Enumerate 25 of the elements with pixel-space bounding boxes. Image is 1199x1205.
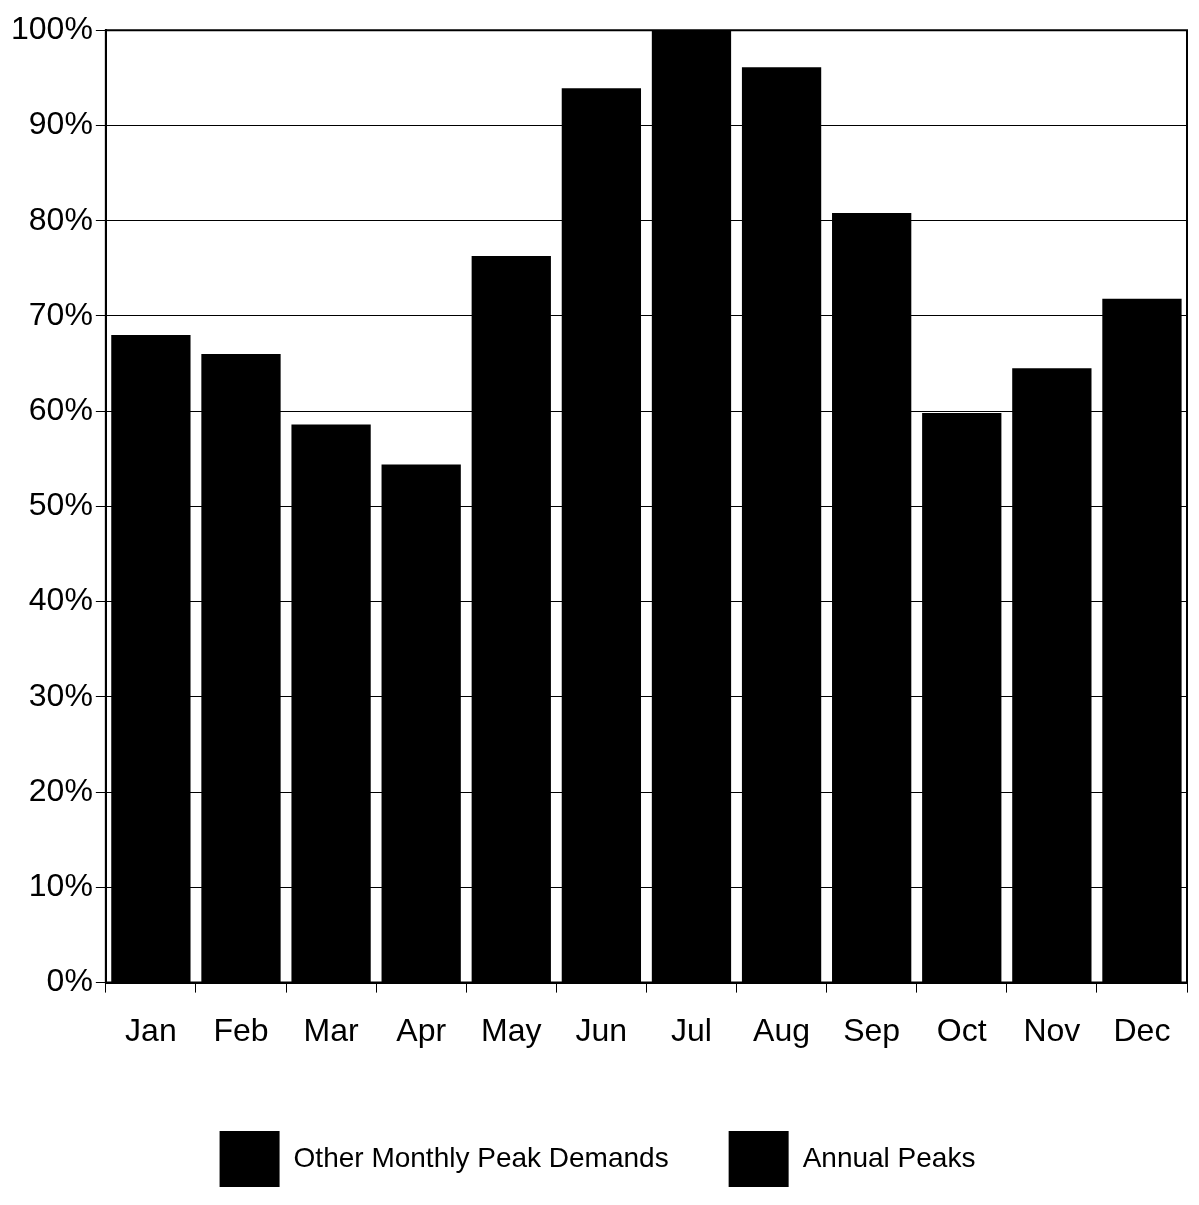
x-tick-label: Jul: [671, 1011, 712, 1048]
y-tick-label: 80%: [28, 200, 93, 237]
y-tick-label: 30%: [28, 676, 93, 713]
x-tick-label: Mar: [303, 1011, 359, 1048]
y-tick-label: 90%: [28, 105, 93, 142]
x-tick-label: Sep: [843, 1011, 901, 1048]
x-tick-label: Jan: [125, 1011, 177, 1048]
x-tick-label: Aug: [753, 1011, 811, 1048]
y-tick-label: 0%: [46, 962, 93, 999]
x-tick-label: Dec: [1113, 1011, 1171, 1048]
y-tick-label: 10%: [28, 867, 93, 904]
y-tick-label: 20%: [28, 771, 93, 808]
y-tick-label: 70%: [28, 295, 93, 332]
y-tick-label: 40%: [28, 581, 93, 618]
legend-label: Annual Peaks: [802, 1141, 976, 1173]
y-tick-label: 100%: [11, 10, 93, 47]
x-tick-label: May: [481, 1011, 542, 1048]
x-tick-label: Nov: [1023, 1011, 1081, 1048]
y-tick-label: 60%: [28, 390, 93, 427]
x-tick-label: Oct: [936, 1011, 987, 1048]
legend-label: Other Monthly Peak Demands: [293, 1141, 669, 1173]
x-tick-label: Jun: [575, 1011, 628, 1048]
y-tick-label: 50%: [28, 486, 93, 523]
x-tick-label: Apr: [396, 1011, 447, 1048]
x-tick-label: Feb: [213, 1011, 269, 1048]
